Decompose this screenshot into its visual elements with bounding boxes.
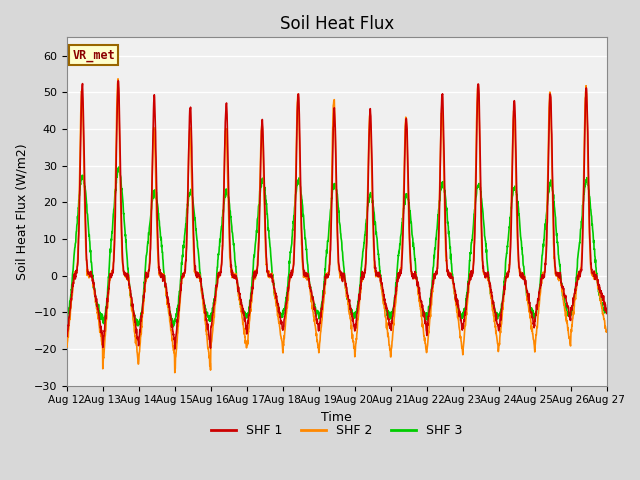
- SHF 3: [63, 313, 70, 319]
- SHF 3: [115, 164, 123, 170]
- SHF 3: [556, 260, 563, 265]
- SHF 1: [556, 270, 563, 276]
- SHF 3: [214, 257, 221, 263]
- SHF 2: [364, 158, 372, 164]
- SHF 2: [353, 336, 360, 342]
- Line: SHF 2: SHF 2: [67, 79, 607, 372]
- SHF 1: [364, 172, 372, 178]
- Text: VR_met: VR_met: [72, 48, 115, 61]
- SHF 1: [353, 317, 360, 323]
- SHF 2: [603, 328, 611, 334]
- SHF 2: [570, 303, 578, 309]
- SHF 1: [63, 332, 70, 337]
- SHF 2: [171, 370, 179, 375]
- Line: SHF 3: SHF 3: [67, 167, 607, 327]
- SHF 2: [63, 344, 70, 350]
- Legend: SHF 1, SHF 2, SHF 3: SHF 1, SHF 2, SHF 3: [206, 419, 467, 442]
- SHF 2: [214, 273, 221, 278]
- SHF 3: [353, 311, 360, 316]
- SHF 1: [171, 346, 179, 352]
- SHF 1: [115, 78, 122, 84]
- Line: SHF 1: SHF 1: [67, 81, 607, 349]
- SHF 1: [214, 273, 221, 279]
- SHF 2: [556, 277, 563, 283]
- SHF 3: [570, 295, 578, 301]
- X-axis label: Time: Time: [321, 411, 352, 424]
- SHF 3: [603, 310, 611, 315]
- SHF 2: [494, 341, 502, 347]
- SHF 2: [114, 76, 122, 82]
- SHF 1: [603, 311, 611, 316]
- Y-axis label: Soil Heat Flux (W/m2): Soil Heat Flux (W/m2): [15, 143, 28, 280]
- SHF 3: [494, 313, 502, 319]
- SHF 3: [169, 324, 177, 330]
- Title: Soil Heat Flux: Soil Heat Flux: [280, 15, 394, 33]
- SHF 3: [364, 200, 372, 206]
- SHF 1: [494, 322, 502, 327]
- SHF 1: [570, 291, 578, 297]
